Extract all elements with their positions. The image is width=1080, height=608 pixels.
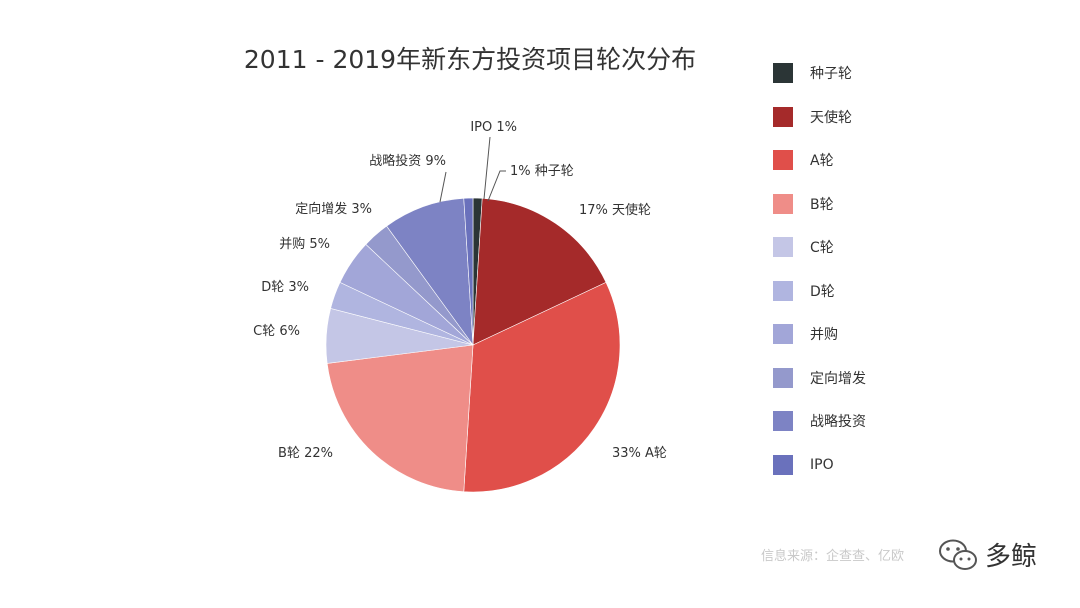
legend-swatch [773,193,793,214]
pie-slices [325,197,621,493]
legend-item: B轮 [773,193,866,214]
leader-line-9 [483,136,491,200]
legend-label: B轮 [810,196,834,213]
slice-label-1: 17% 天使轮 [579,202,651,218]
slice-label-9: IPO 1% [470,120,517,135]
legend-swatch [773,63,793,83]
legend-label: 并购 [810,327,838,343]
pie-slice-2 [463,282,621,493]
slice-labels: 1% 种子轮 17% 天使轮 33% A轮 B轮 22% C轮 6% D轮 3% 并购 5%… [253,120,667,461]
legend-item: 种子轮 [773,63,866,83]
slice-label-6: 并购 5% [279,236,330,252]
pie-slice-3 [326,344,474,493]
slice-label-5: D轮 3% [261,280,309,295]
legend-label: C轮 [810,240,834,256]
legend-label: IPO [810,456,834,473]
slice-label-3: B轮 22% [278,446,333,461]
slice-label-2: 33% A轮 [612,446,667,461]
pie-slice-9 [463,197,474,346]
legend-label: 定向增发 [810,370,866,387]
legend-item: 并购 [773,324,866,344]
legend-item: 定向增发 [773,367,866,388]
legend-label: 天使轮 [810,109,852,126]
leader-line-8 [439,171,447,203]
legend-swatch [773,237,793,257]
legend-label: A轮 [810,153,834,169]
legend-item: D轮 [773,280,866,301]
legend-swatch [773,280,793,301]
leader-lines [439,136,506,203]
chart-title: 2011 - 2019年新东方投资项目轮次分布 [243,45,697,74]
slice-label-8: 战略投资 9% [369,153,446,169]
pie-slice-8 [386,197,474,347]
legend-swatch [773,324,793,344]
legend-swatch [773,367,793,388]
legend-swatch [773,150,793,170]
legend-item: A轮 [773,150,866,170]
brand-name: 多鲸 [985,542,1038,572]
legend-label: 战略投资 [810,414,866,430]
legend-swatch [773,106,793,127]
legend-item: IPO [773,454,866,475]
legend-swatch [773,454,793,475]
source-note: 信息来源：企查查、亿欧 [761,549,905,564]
legend-item: 战略投资 [773,411,866,431]
wechat-icon [939,539,977,570]
leader-line-0 [487,170,506,202]
legend-item: 天使轮 [773,106,866,127]
pie-slice-1 [472,197,607,346]
slice-label-4: C轮 6% [253,324,300,339]
legend: 种子轮天使轮 A轮 B轮 C轮 D轮并购定向增发战略投资 IPO [773,63,866,498]
brand: 多鲸 [937,536,1037,573]
legend-label: 种子轮 [810,66,852,82]
legend-swatch [773,411,793,431]
slice-label-7: 定向增发 3% [295,201,372,217]
legend-label: D轮 [810,283,835,300]
slice-label-0: 1% 种子轮 [510,164,574,179]
legend-item: C轮 [773,237,866,257]
